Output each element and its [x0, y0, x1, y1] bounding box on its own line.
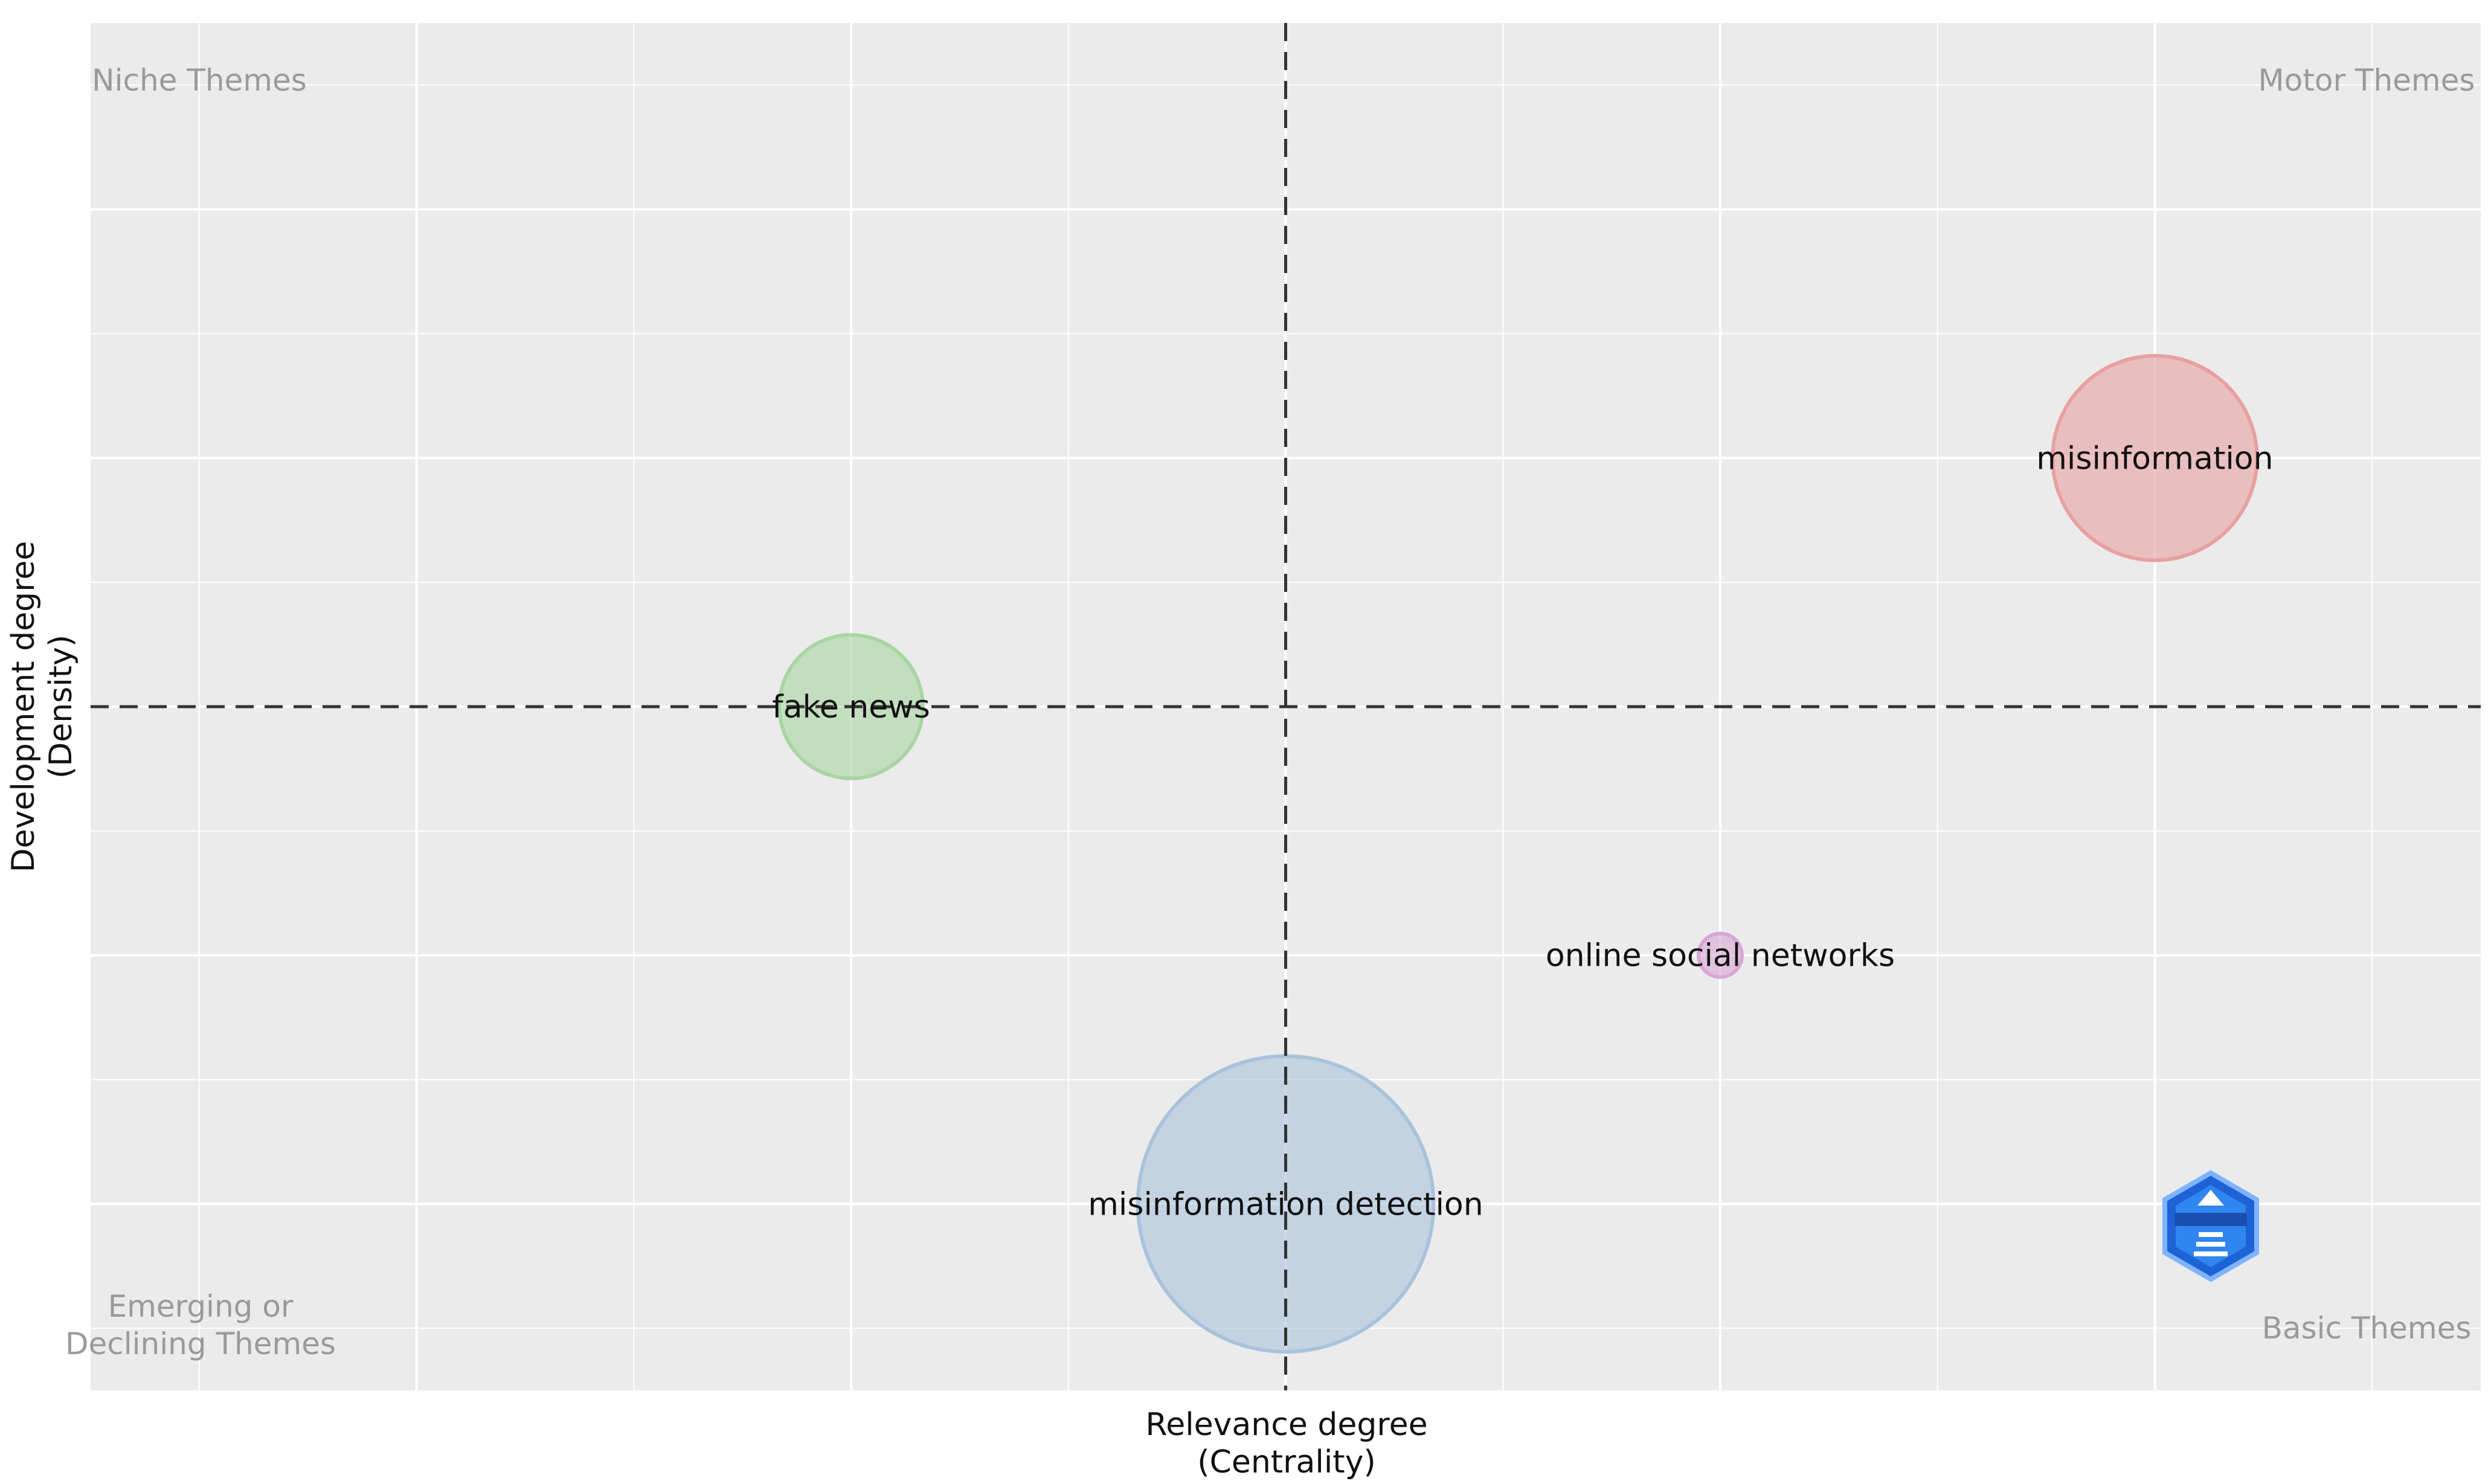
bubble-labels: misinformation fake news online social net… [772, 440, 2273, 1222]
bubble-label: misinformation detection [1088, 1186, 1483, 1222]
x-axis-sublabel: (Centrality) [1197, 1444, 1376, 1480]
y-axis-label: Development degree [5, 541, 42, 873]
bubble-label: fake news [772, 689, 930, 725]
quadrant-label-declining: Declining Themes [65, 1326, 336, 1361]
x-axis-label: Relevance degree [1145, 1407, 1427, 1443]
bubbles [777, 354, 2259, 1354]
reference-lines [91, 23, 2481, 1390]
bubble-point [1696, 931, 1744, 979]
bubble-label: online social networks [1546, 938, 1895, 974]
bibliometrix-logo-icon [2162, 1170, 2259, 1282]
bubble-point [1136, 1054, 1436, 1354]
quadrant-label-niche: Niche Themes [92, 63, 307, 98]
bubble-label: misinformation [2036, 440, 2273, 477]
bubble-point [2051, 354, 2259, 562]
quadrant-label-emerging: Emerging or [108, 1289, 294, 1324]
y-axis-sublabel: (Density) [43, 635, 79, 779]
quadrant-label-basic: Basic Themes [2262, 1311, 2472, 1346]
quadrant-label-motor: Motor Themes [2258, 63, 2475, 98]
